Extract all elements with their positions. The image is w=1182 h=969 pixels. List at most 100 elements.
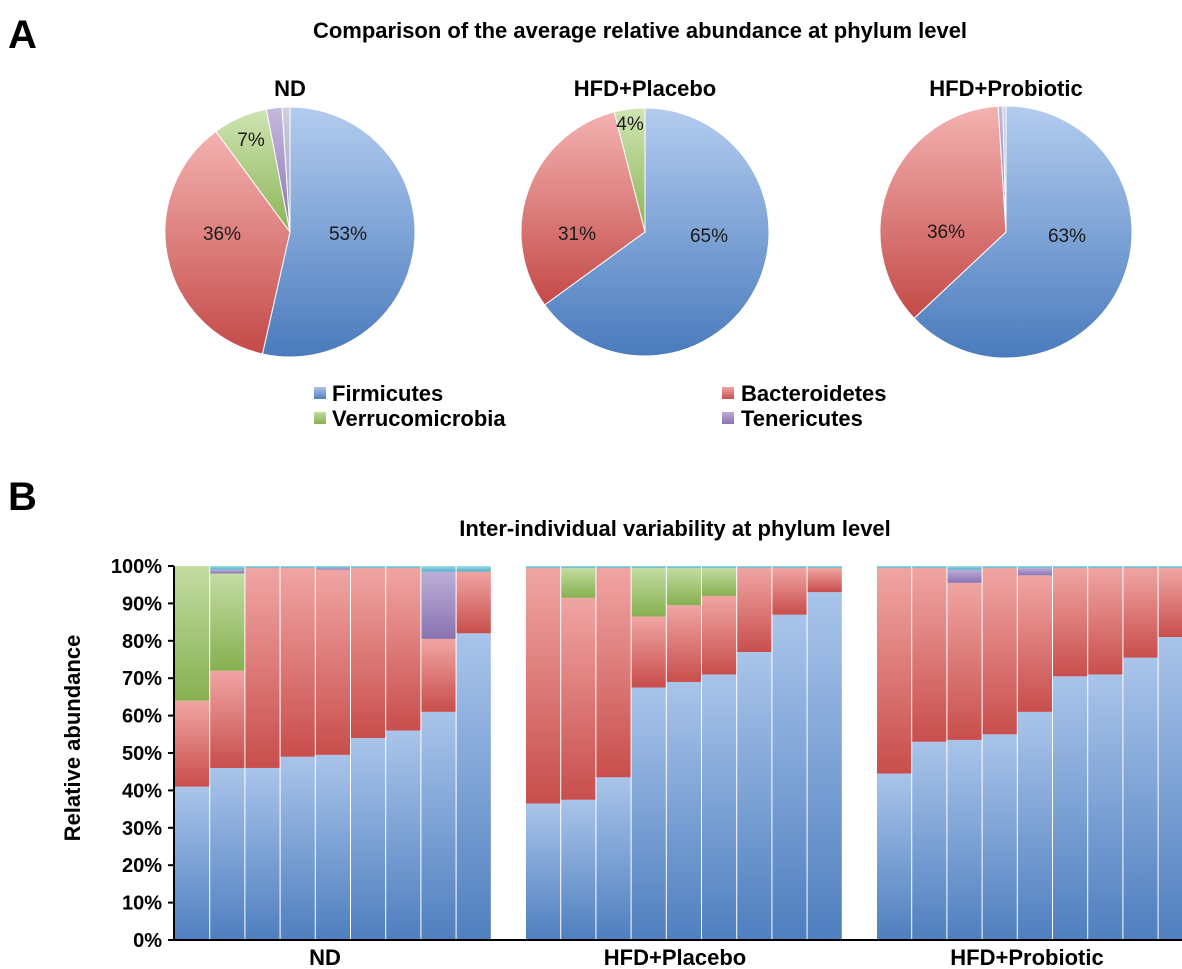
bar-segment-nd-7-bacteroidetes (386, 567, 421, 731)
bar-segment-hfd-placebo-4-bacteroidetes (631, 616, 666, 688)
bar-segment-hfd-placebo-9-firmicutes (807, 592, 842, 940)
legend-label-verrucomicrobia: Verrucomicrobia (332, 406, 506, 431)
bar-segment-nd-6-other (351, 566, 386, 568)
bar-segment-nd-7-other (386, 566, 421, 568)
bar-segment-nd-8-tenericutes (421, 571, 456, 639)
bar-segment-nd-8-bacteroidetes (421, 638, 456, 712)
panel-a-letter: A (8, 13, 37, 57)
bar-segment-hfd-probiotic-7-firmicutes (1088, 674, 1123, 940)
bar-segment-hfd-placebo-2-bacteroidetes (561, 597, 596, 800)
bar-segment-hfd-probiotic-5-other (1017, 566, 1052, 568)
bar-segment-nd-5-firmicutes (315, 754, 350, 940)
y-tick-label: 70% (122, 668, 162, 690)
bar-segment-hfd-probiotic-2-firmicutes (912, 741, 947, 940)
pie-label-firmicutes: 65% (690, 226, 728, 247)
legend-label-bacteroidetes: Bacteroidetes (741, 381, 887, 406)
bar-segment-nd-1-verrucomicrobia (175, 566, 210, 701)
panel-a-title: Comparison of the average relative abund… (313, 18, 967, 43)
bar-segment-hfd-placebo-2-other (561, 566, 596, 568)
bar-segment-nd-7-firmicutes (386, 730, 421, 940)
bar-segment-nd-3-bacteroidetes (245, 567, 280, 768)
y-tick-label: 100% (111, 556, 162, 578)
x-group-label-hfd-placebo: HFD+Placebo (604, 945, 746, 969)
y-tick-label: 0% (133, 930, 162, 952)
legend-swatch-verrucomicrobia (314, 412, 326, 424)
bar-segment-hfd-placebo-7-firmicutes (737, 652, 772, 940)
y-tick-label: 90% (122, 593, 162, 615)
y-tick-label: 60% (122, 706, 162, 728)
bar-segment-nd-4-other (280, 566, 315, 568)
y-tick-label: 30% (122, 818, 162, 840)
pie-label-bacteroidetes: 31% (558, 224, 596, 245)
bar-segment-nd-6-bacteroidetes (351, 567, 386, 739)
bar-segment-hfd-placebo-4-other (631, 566, 666, 568)
bar-segment-nd-2-firmicutes (210, 767, 245, 940)
bar-segment-hfd-probiotic-4-other (982, 566, 1017, 568)
bar-segment-hfd-probiotic-1-other (877, 566, 912, 568)
bar-segment-hfd-probiotic-6-other (1053, 566, 1088, 568)
bar-segment-nd-9-firmicutes (456, 633, 491, 940)
pie-slice-other (1002, 105, 1007, 233)
bar-segment-hfd-probiotic-1-firmicutes (877, 773, 912, 940)
bar-segment-hfd-placebo-6-other (702, 566, 737, 568)
bar-segment-hfd-probiotic-3-firmicutes (947, 739, 982, 940)
bar-segment-hfd-probiotic-4-firmicutes (982, 734, 1017, 940)
panel-b-letter: B (8, 475, 37, 519)
bar-segment-hfd-placebo-3-bacteroidetes (596, 567, 631, 778)
pie-chart-nd: 53% 36% 7% (164, 106, 416, 358)
pie-title-hfd-probiotic: HFD+Probiotic (929, 76, 1082, 101)
bar-segment-hfd-probiotic-2-bacteroidetes (912, 567, 947, 742)
legend-label-firmicutes: Firmicutes (332, 381, 443, 406)
y-axis-label: Relative abundance (60, 635, 85, 842)
bar-segment-nd-2-other (210, 566, 245, 570)
bar-segment-hfd-placebo-7-other (737, 566, 772, 568)
bar-segment-hfd-probiotic-3-tenericutes (947, 569, 982, 583)
y-tick-label: 50% (122, 743, 162, 765)
bar-segment-hfd-placebo-1-firmicutes (526, 803, 561, 940)
y-tick-label: 80% (122, 631, 162, 653)
stacked-bar-chart (175, 566, 1182, 940)
bar-segment-hfd-placebo-2-firmicutes (561, 799, 596, 940)
bar-segment-nd-9-bacteroidetes (456, 571, 491, 634)
pie-label-firmicutes: 53% (329, 224, 367, 245)
pie-slice-firmicutes (543, 107, 770, 357)
bar-segment-nd-9-other (456, 566, 491, 572)
bar-segment-hfd-probiotic-9-firmicutes (1158, 637, 1182, 940)
pie-slice-verrucomicrobia (613, 107, 646, 233)
pie-slice-other (281, 106, 291, 233)
bar-segment-hfd-probiotic-3-other (947, 566, 982, 570)
bar-segment-nd-3-other (245, 566, 280, 568)
bar-segment-nd-5-bacteroidetes (315, 569, 350, 755)
pie-slice-bacteroidetes (520, 111, 646, 306)
bar-segment-nd-2-verrucomicrobia (210, 573, 245, 671)
bar-segment-nd-2-bacteroidetes (210, 670, 245, 768)
x-group-label-hfd-probiotic: HFD+Probiotic (950, 945, 1103, 969)
bar-segment-nd-3-firmicutes (245, 767, 280, 940)
bar-segment-hfd-placebo-8-firmicutes (772, 614, 807, 940)
bar-segment-hfd-probiotic-7-bacteroidetes (1088, 567, 1123, 675)
bar-segment-hfd-placebo-8-bacteroidetes (772, 567, 807, 615)
pie-slice-firmicutes (913, 105, 1133, 359)
bar-segment-hfd-probiotic-9-bacteroidetes (1158, 567, 1182, 638)
bar-segment-hfd-probiotic-5-firmicutes (1017, 711, 1052, 940)
bar-segment-hfd-probiotic-6-bacteroidetes (1053, 567, 1088, 677)
bar-segment-hfd-probiotic-8-other (1123, 566, 1158, 568)
panel-b-title: Inter-individual variability at phylum l… (459, 516, 891, 541)
bar-segment-hfd-probiotic-3-bacteroidetes (947, 582, 982, 740)
bar-segment-hfd-placebo-6-firmicutes (702, 674, 737, 940)
bar-segment-hfd-placebo-3-other (596, 566, 631, 568)
legend-swatch-bacteroidetes (722, 387, 734, 399)
bar-segment-hfd-placebo-1-other (526, 566, 561, 568)
pie-chart-hfd-probiotic: 63% 36% (879, 105, 1133, 359)
legend-swatch-tenericutes (722, 412, 734, 424)
bar-segment-hfd-placebo-7-bacteroidetes (737, 567, 772, 653)
pie-slice-bacteroidetes (164, 130, 291, 355)
pie-slice-firmicutes (261, 106, 416, 358)
pie-label-bacteroidetes: 36% (203, 224, 241, 245)
bar-segment-nd-8-firmicutes (421, 711, 456, 940)
bar-segment-hfd-placebo-1-bacteroidetes (526, 567, 561, 804)
bar-segment-hfd-placebo-5-firmicutes (666, 681, 701, 940)
bar-segment-nd-4-bacteroidetes (280, 567, 315, 757)
pie-label-verrucomicrobia: 4% (616, 114, 644, 135)
bar-segment-hfd-placebo-3-firmicutes (596, 777, 631, 940)
